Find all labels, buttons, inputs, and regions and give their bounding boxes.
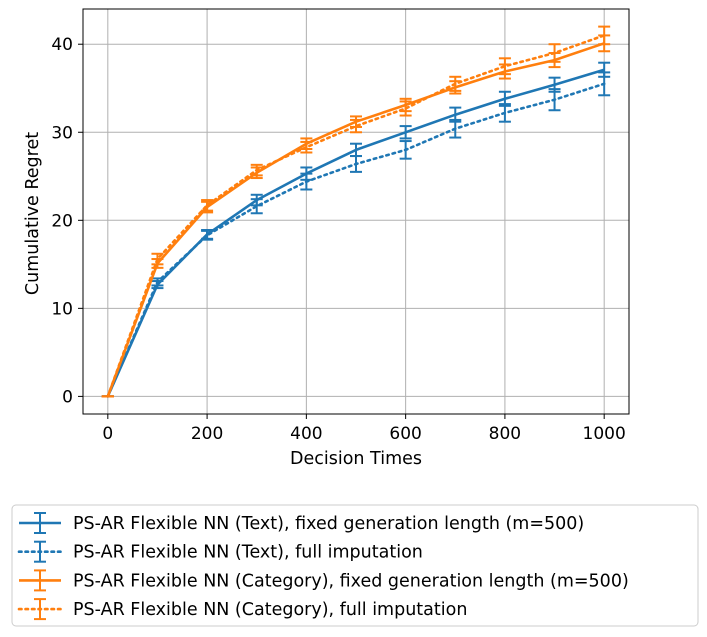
legend-box [11,504,699,627]
legend-label: PS-AR Flexible NN (Text), fixed generati… [73,514,584,534]
plot-frame [82,8,630,415]
y-tick-label: 30 [51,123,73,143]
error-bar [598,25,611,46]
y-axis-label: Cumulative Regret [23,132,43,295]
error-bar [300,172,313,191]
series-3 [101,25,611,398]
error-bar [399,100,412,117]
error-bar [598,71,611,97]
legend-item: PS-AR Flexible NN (Text), full imputatio… [17,540,423,563]
error-bar [449,118,462,139]
legend-item: PS-AR Flexible NN (Category), full imput… [17,598,467,621]
y-tick-label: 10 [51,299,73,319]
x-tick-label: 600 [389,424,421,444]
x-tick-label: 1000 [583,424,626,444]
error-bar [449,75,462,92]
error-bar [250,163,263,177]
grid [83,9,629,414]
legend-label: PS-AR Flexible NN (Category), full imput… [73,600,467,620]
error-bar [399,140,412,160]
error-bar [151,277,164,287]
error-bar [151,252,164,266]
legend: PS-AR Flexible NN (Text), fixed generati… [11,504,699,627]
series-0 [101,61,611,398]
error-bar [250,198,263,215]
error-bar [350,118,362,134]
error-bar [201,199,214,212]
y-tick-label: 0 [62,387,73,407]
legend-label: PS-AR Flexible NN (Category), fixed gene… [73,571,629,591]
axes: 0 200 400 600 800 1000 0 10 20 30 40 [51,35,625,444]
error-bar [399,125,412,140]
legend-label: PS-AR Flexible NN (Text), full imputatio… [73,543,423,563]
error-bar [201,229,214,241]
x-tick-label: 0 [102,424,113,444]
x-axis-label: Decision Times [290,449,422,469]
error-bar [350,155,362,173]
error-bar [300,140,313,154]
error-bar [498,103,511,123]
x-tick-label: 400 [290,424,322,444]
error-bar [548,88,561,112]
error-bar [548,43,561,63]
legend-item: PS-AR Flexible NN (Category), fixed gene… [19,569,629,592]
y-tick-label: 20 [51,211,73,231]
y-tick-label: 40 [51,35,73,55]
x-tick-label: 800 [489,424,521,444]
error-bar [350,142,362,158]
legend-item: PS-AR Flexible NN (Text), fixed generati… [19,512,584,534]
error-bar [498,57,511,76]
series-layer [101,25,611,398]
series-line [106,34,606,398]
x-tick-label: 200 [191,424,223,444]
